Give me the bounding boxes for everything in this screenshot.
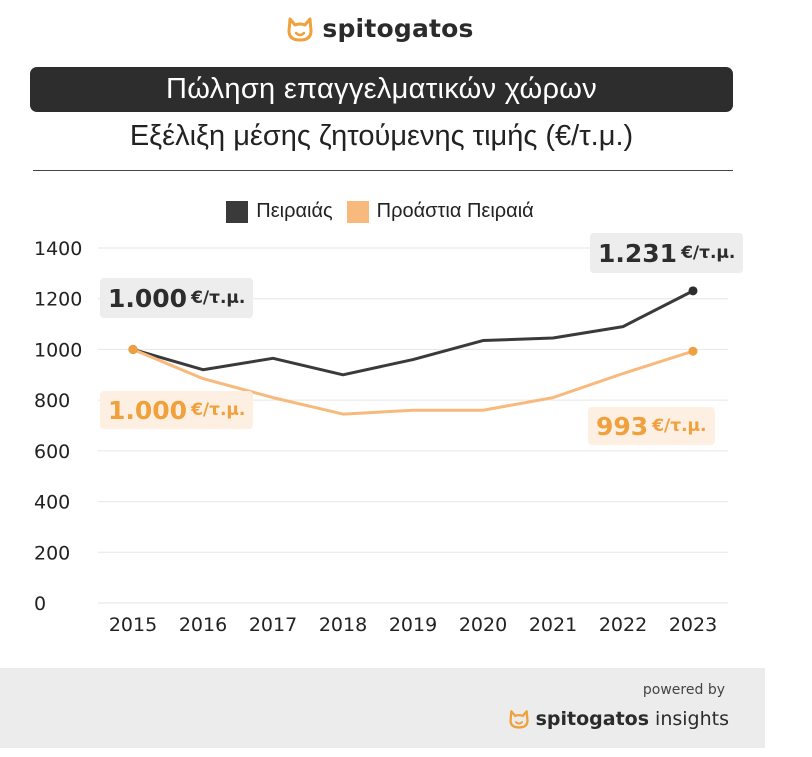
logo-text: spitogatos bbox=[322, 14, 474, 43]
callout-suburbs-start-unit: €/τ.μ. bbox=[191, 400, 246, 420]
y-tick-label: 400 bbox=[34, 492, 70, 514]
title-banner: Πώληση επαγγελματικών χώρων bbox=[30, 67, 733, 112]
powered-by-label: powered by bbox=[642, 682, 725, 698]
callout-piraeus-start: 1.000 €/τ.μ. bbox=[100, 278, 254, 318]
series-1-point bbox=[128, 344, 138, 354]
x-tick-label: 2017 bbox=[249, 614, 297, 636]
y-tick-label: 600 bbox=[34, 441, 70, 463]
series-1-point bbox=[688, 346, 698, 356]
y-tick-label: 800 bbox=[34, 390, 70, 412]
callout-suburbs-start-value: 1.000 bbox=[108, 395, 188, 425]
footer-brand-bold: spitogatos bbox=[535, 708, 650, 730]
callout-suburbs-start: 1.000 €/τ.μ. bbox=[100, 391, 254, 429]
x-tick-label: 2023 bbox=[669, 614, 717, 636]
legend-swatch-suburbs bbox=[346, 200, 369, 223]
line-chart: 0 200 400 600 800 1000 1200 1400 2015 2016 2017 201… bbox=[34, 238, 728, 636]
x-tick-label: 2018 bbox=[319, 614, 367, 636]
spitogatos-logo: spitogatos bbox=[0, 14, 760, 43]
cat-icon bbox=[508, 710, 529, 729]
cat-icon bbox=[287, 17, 313, 41]
x-tick-label: 2019 bbox=[389, 614, 437, 636]
chart-subtitle: Εξέλιξη μέσης ζητούμενης τιμής (€/τ.μ.) bbox=[129, 120, 634, 152]
series-line-1 bbox=[131, 347, 695, 416]
legend-item-suburbs: Προάστια Πειραιά bbox=[346, 200, 534, 223]
x-tick-label: 2020 bbox=[459, 614, 507, 636]
y-tick-label: 1200 bbox=[34, 289, 82, 311]
x-tick-label: 2021 bbox=[529, 614, 577, 636]
x-tick-label: 2022 bbox=[599, 614, 647, 636]
page-title: Πώληση επαγγελματικών χώρων bbox=[165, 73, 597, 105]
y-tick-label: 1400 bbox=[34, 238, 82, 260]
divider bbox=[33, 170, 733, 171]
series-0-point bbox=[688, 286, 698, 296]
footer: powered by spitogatos insights bbox=[0, 668, 765, 748]
callout-piraeus-start-value: 1.000 bbox=[108, 283, 188, 313]
x-tick-label: 2015 bbox=[109, 614, 157, 636]
footer-logo: spitogatos insights bbox=[508, 708, 729, 730]
footer-brand-light: insights bbox=[655, 708, 729, 730]
callout-suburbs-end-value: 993 bbox=[596, 411, 649, 441]
legend-label-suburbs: Προάστια Πειραιά bbox=[376, 200, 534, 222]
callout-piraeus-end-unit: €/τ.μ. bbox=[681, 243, 736, 263]
chart-legend: Πειραιάς Προάστια Πειραιά bbox=[0, 200, 760, 223]
legend-label-piraeus: Πειραιάς bbox=[256, 200, 333, 222]
y-tick-label: 0 bbox=[34, 593, 46, 615]
callout-piraeus-end-value: 1.231 bbox=[598, 238, 678, 268]
legend-item-piraeus: Πειραιάς bbox=[226, 200, 333, 223]
legend-swatch-piraeus bbox=[226, 200, 249, 223]
callout-suburbs-end-unit: €/τ.μ. bbox=[652, 416, 707, 436]
callout-piraeus-end: 1.231 €/τ.μ. bbox=[590, 233, 744, 273]
callout-piraeus-start-unit: €/τ.μ. bbox=[191, 288, 246, 308]
y-tick-label: 1000 bbox=[34, 339, 82, 361]
series-line-0 bbox=[131, 289, 695, 377]
x-tick-label: 2016 bbox=[179, 614, 227, 636]
callout-suburbs-end: 993 €/τ.μ. bbox=[588, 407, 715, 445]
y-tick-label: 200 bbox=[34, 542, 70, 564]
